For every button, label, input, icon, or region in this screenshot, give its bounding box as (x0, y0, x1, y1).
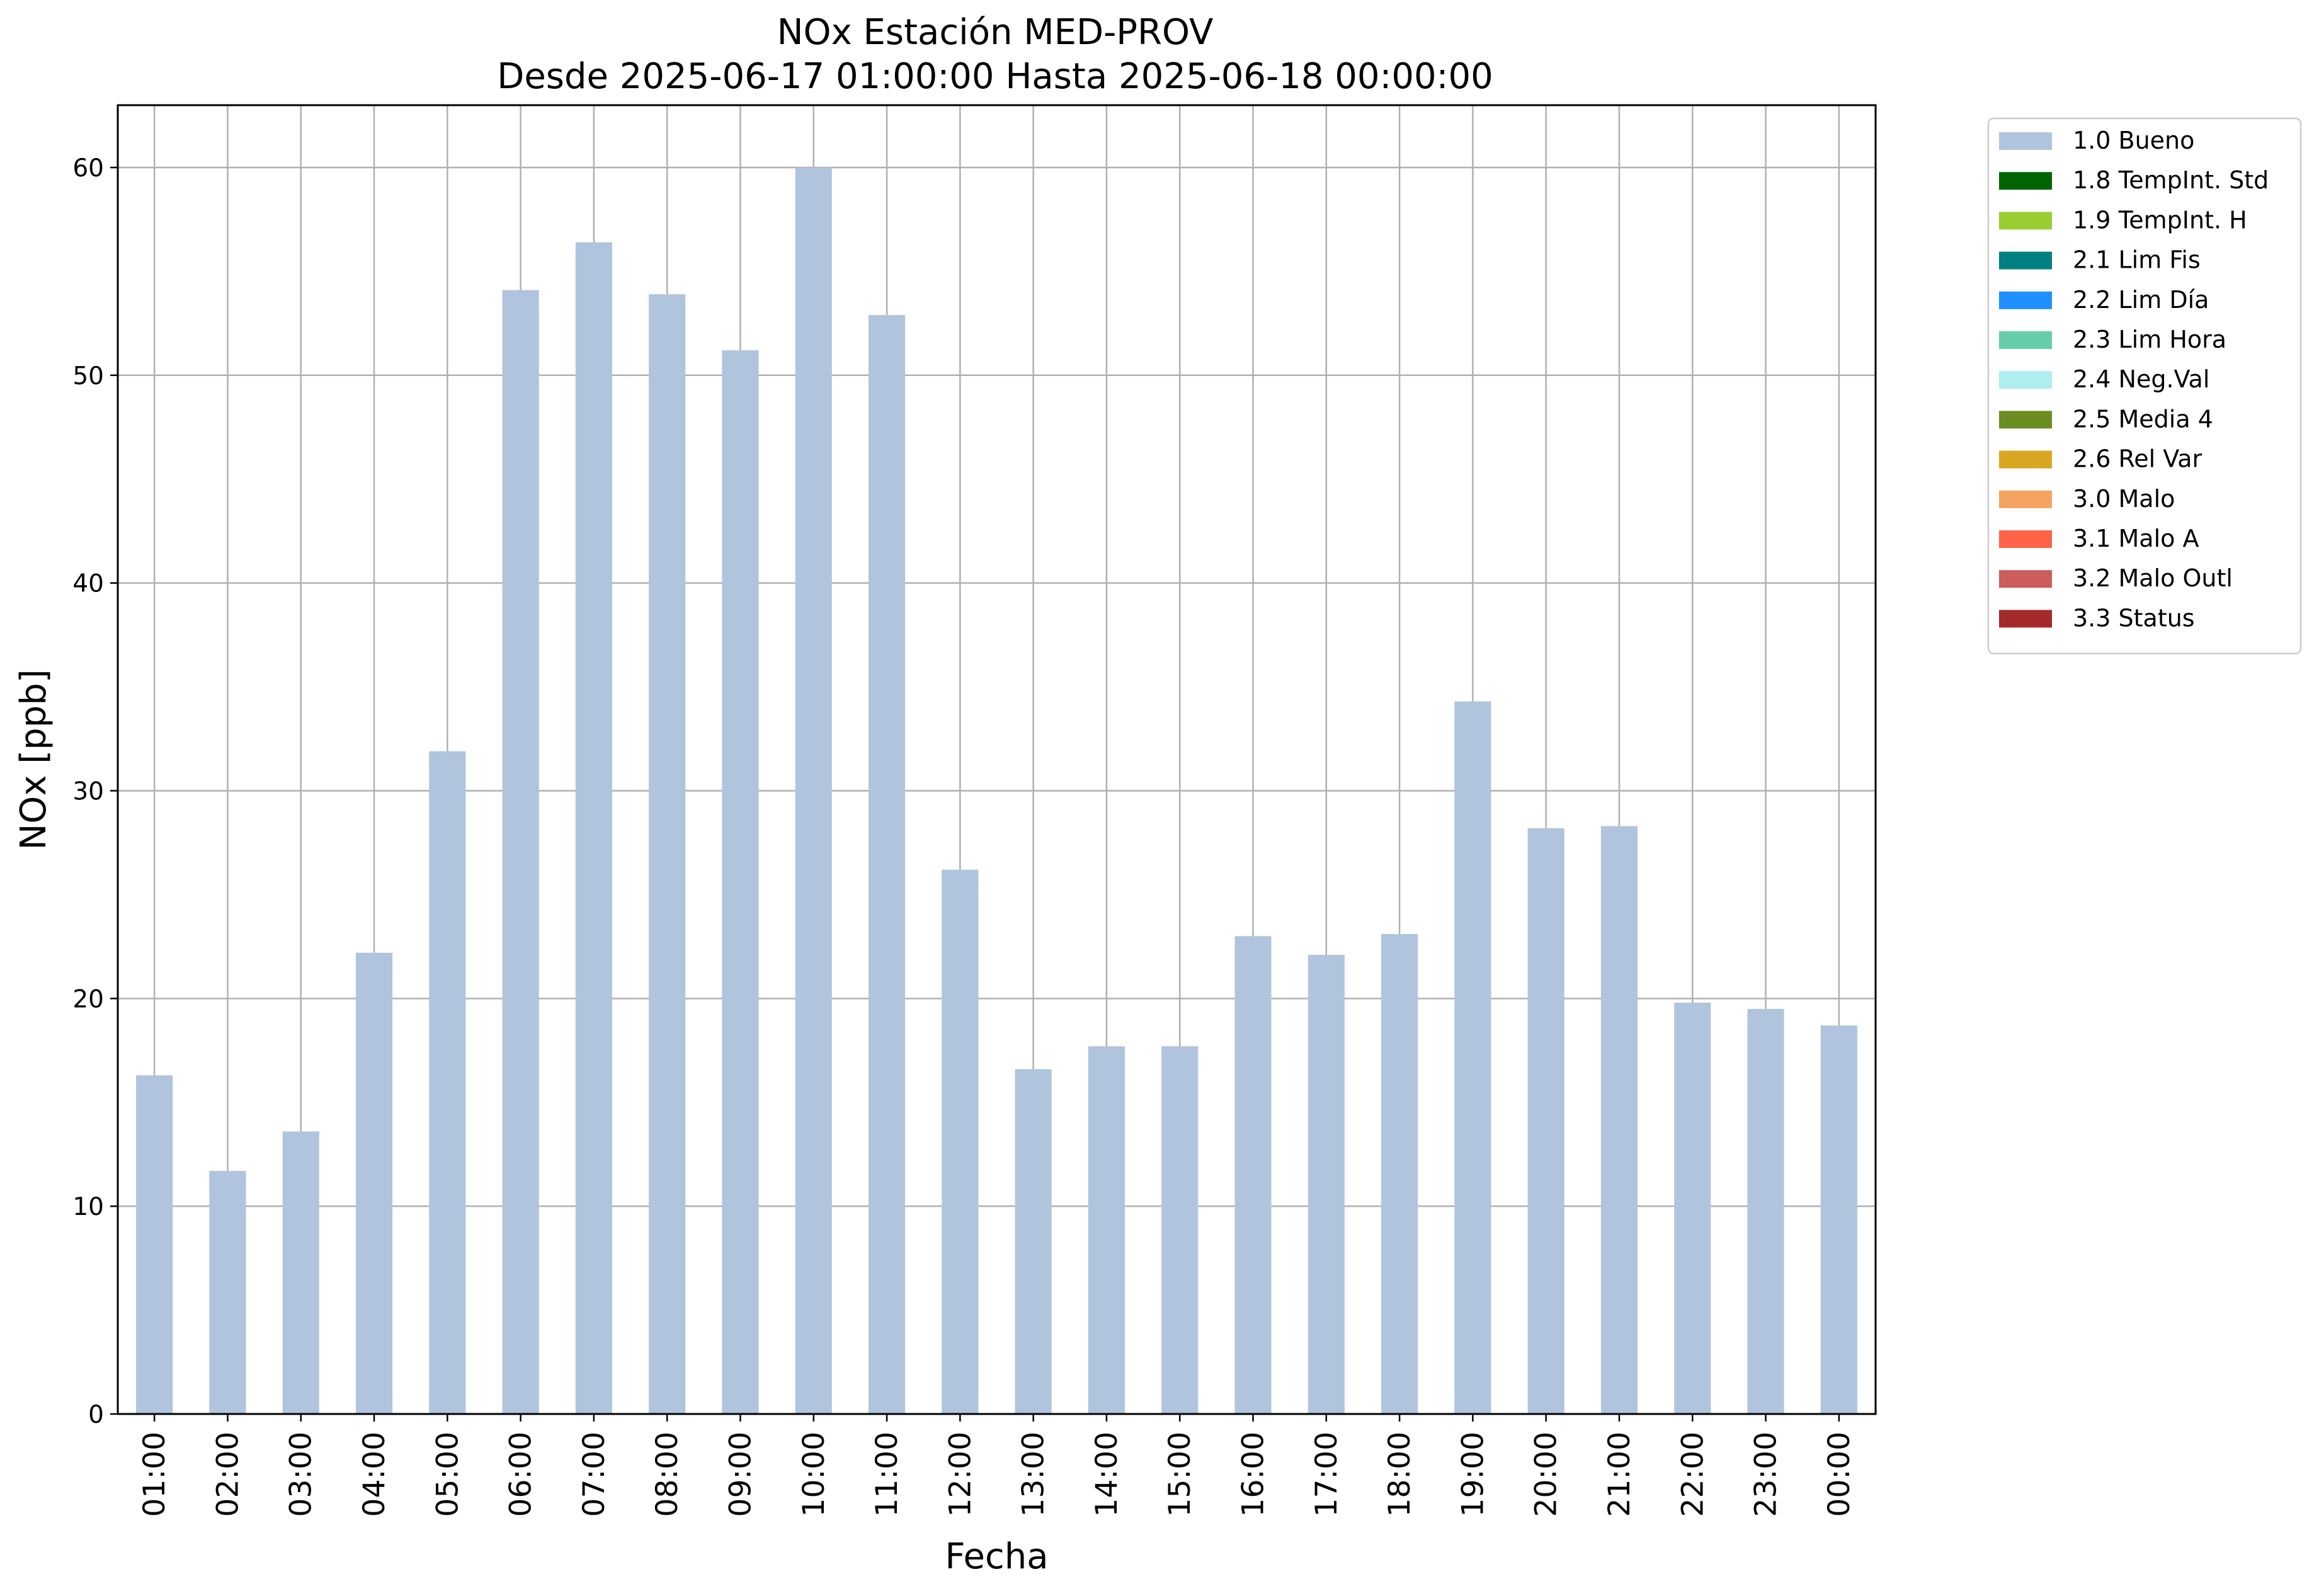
legend-entry-label: 2.3 Lim Hora (2073, 326, 2226, 353)
x-axis-label: Fecha (945, 1536, 1048, 1577)
legend-entry-label: 1.9 TempInt. H (2073, 206, 2247, 234)
x-tick-label: 16:00 (1236, 1432, 1271, 1517)
legend-swatch (1999, 530, 2052, 548)
legend-entry-label: 3.0 Malo (2073, 485, 2175, 513)
y-tick-label: 60 (72, 154, 104, 183)
x-tick-label: 07:00 (577, 1432, 612, 1517)
bar-1400 (1088, 1046, 1125, 1414)
y-axis-ticks: 0 10 20 30 40 50 60 (72, 154, 118, 1429)
bar-2200 (1674, 1002, 1711, 1414)
bar-0400 (355, 952, 393, 1414)
bar-1200 (942, 869, 979, 1414)
legend-entry-label: 1.8 TempInt. Std (2073, 166, 2269, 194)
x-tick-label: 23:00 (1749, 1432, 1784, 1517)
legend-entry-label: 2.5 Media 4 (2073, 405, 2213, 433)
x-tick-label: 17:00 (1309, 1432, 1344, 1517)
x-tick-label: 13:00 (1017, 1432, 1051, 1517)
y-tick-label: 30 (72, 777, 104, 806)
x-tick-label: 10:00 (797, 1432, 831, 1517)
legend-swatch (1999, 331, 2052, 349)
x-axis-ticks: 01:00 02:00 03:00 04:00 05:00 06:00 07:00 08:00… (137, 1414, 1857, 1517)
legend-swatch (1999, 251, 2052, 270)
legend-swatch (1999, 291, 2052, 309)
bar-0500 (429, 751, 466, 1414)
legend-entry-label: 3.2 Malo Outl (2073, 564, 2233, 592)
bar-1500 (1161, 1046, 1199, 1414)
bar-1000 (795, 167, 832, 1415)
x-tick-label: 09:00 (723, 1432, 758, 1517)
legend: 1.0 Bueno 1.8 TempInt. Std 1.9 TempInt. H 2… (1987, 117, 2302, 654)
y-tick-label: 50 (72, 362, 104, 390)
x-tick-label: 12:00 (943, 1432, 977, 1517)
y-tick-label: 0 (88, 1401, 104, 1429)
bar-1700 (1308, 955, 1345, 1414)
y-tick-label: 10 (72, 1193, 104, 1221)
x-tick-label: 01:00 (137, 1432, 172, 1517)
legend-swatch (1999, 450, 2052, 469)
bar-0600 (502, 290, 539, 1414)
x-tick-label: 22:00 (1675, 1432, 1710, 1517)
bar-0000 (1820, 1025, 1857, 1414)
bar-1800 (1381, 934, 1418, 1414)
bar-0800 (649, 294, 686, 1414)
legend-swatch (1999, 212, 2052, 230)
bar-0100 (136, 1075, 173, 1414)
y-tick-label: 20 (72, 985, 104, 1013)
bar-2000 (1527, 828, 1564, 1414)
x-tick-label: 02:00 (210, 1432, 245, 1517)
legend-entry-label: 3.1 Malo A (2073, 525, 2199, 552)
x-tick-label: 21:00 (1602, 1432, 1637, 1517)
bar-1600 (1234, 936, 1272, 1414)
bar-1100 (868, 315, 906, 1414)
y-axis-label: NOx [ppb] (13, 669, 54, 850)
bar-0700 (575, 242, 612, 1415)
chart-title: NOx Estación MED-PROV (777, 12, 1214, 53)
legend-swatch (1999, 172, 2052, 190)
x-tick-label: 03:00 (284, 1432, 319, 1517)
bar-1300 (1015, 1069, 1052, 1414)
chart-subtitle: Desde 2025-06-17 01:00:00 Hasta 2025-06-… (497, 56, 1493, 97)
x-tick-label: 14:00 (1090, 1432, 1124, 1517)
legend-swatch (1999, 610, 2052, 628)
legend-swatch (1999, 371, 2052, 389)
bar-1900 (1454, 701, 1491, 1414)
plot-frame (117, 104, 1877, 1415)
bar-2300 (1747, 1008, 1784, 1414)
legend-entry-label: 2.6 Rel Var (2073, 445, 2202, 473)
legend-entry-label: 2.1 Lim Fis (2073, 246, 2201, 274)
legend-box (1987, 117, 2302, 654)
legend-swatch (1999, 132, 2052, 150)
x-tick-label: 11:00 (870, 1432, 904, 1517)
x-tick-label: 05:00 (430, 1432, 465, 1517)
legend-entry-label: 3.3 Status (2073, 604, 2195, 632)
x-tick-label: 15:00 (1163, 1432, 1197, 1517)
bar-0200 (209, 1171, 246, 1414)
legend-entry-label: 2.4 Neg.Val (2073, 365, 2209, 393)
legend-entry-label: 2.2 Lim Día (2073, 286, 2209, 314)
y-tick-label: 40 (72, 570, 104, 598)
x-tick-label: 18:00 (1382, 1432, 1417, 1517)
bar-0300 (282, 1131, 319, 1414)
legend-swatch (1999, 411, 2052, 429)
legend-swatch (1999, 570, 2052, 588)
legend-swatch (1999, 490, 2052, 508)
x-tick-label: 04:00 (357, 1432, 392, 1517)
legend-entry-label: 1.0 Bueno (2073, 127, 2194, 154)
bar-2100 (1600, 826, 1638, 1414)
x-tick-label: 06:00 (504, 1432, 538, 1517)
bar-0900 (722, 350, 759, 1415)
x-tick-label: 20:00 (1529, 1432, 1564, 1517)
x-tick-label: 08:00 (650, 1432, 685, 1517)
x-tick-label: 00:00 (1822, 1432, 1857, 1517)
bars (136, 167, 1857, 1415)
x-tick-label: 19:00 (1456, 1432, 1490, 1517)
